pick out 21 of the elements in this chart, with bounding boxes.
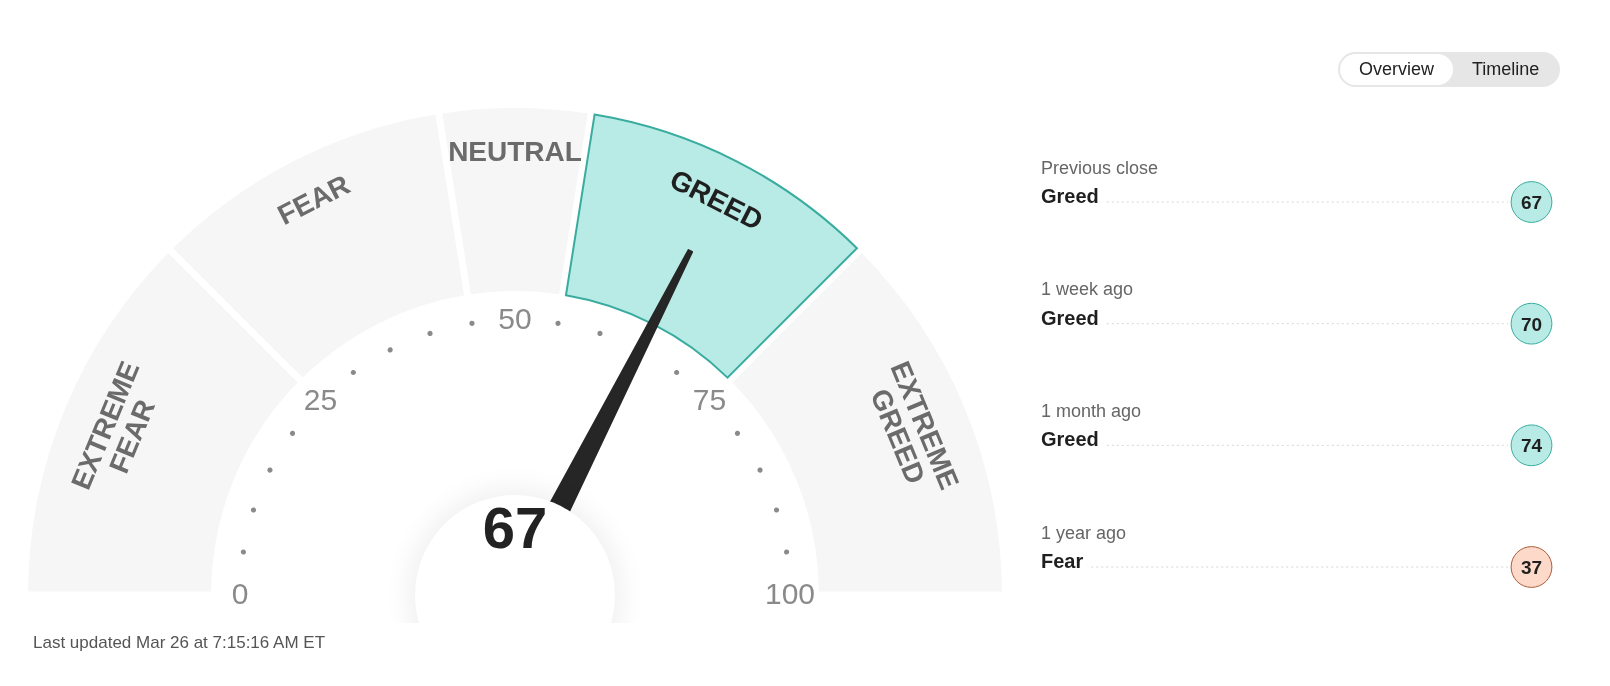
view-toggle: Overview Timeline: [1338, 52, 1561, 87]
text: 100: [764, 577, 816, 610]
category-label: 1 week ago: [1041, 279, 1134, 300]
data-label: 37: [1520, 557, 1543, 578]
text: 75: [692, 382, 727, 416]
data-label: 74: [1520, 435, 1543, 457]
text: Fear: [1041, 550, 1084, 572]
text: Last updated Mar 26 at 7:15:16 AM ET: [33, 633, 326, 653]
text: Greed: [1041, 306, 1099, 329]
slice-label: NEUTRAL: [448, 136, 582, 167]
category-label: 1 month ago: [1041, 400, 1142, 421]
text: Greed: [1041, 428, 1099, 451]
data-label: 70: [1520, 313, 1543, 335]
text: 25: [303, 382, 338, 416]
text: 67: [482, 495, 548, 560]
text: 0: [231, 577, 249, 610]
category-label: Previous close: [1041, 157, 1159, 178]
data-label: 67: [1520, 192, 1543, 213]
text: 50: [498, 302, 532, 335]
text: Greed: [1041, 185, 1099, 207]
category-label: 1 year ago: [1041, 522, 1127, 543]
